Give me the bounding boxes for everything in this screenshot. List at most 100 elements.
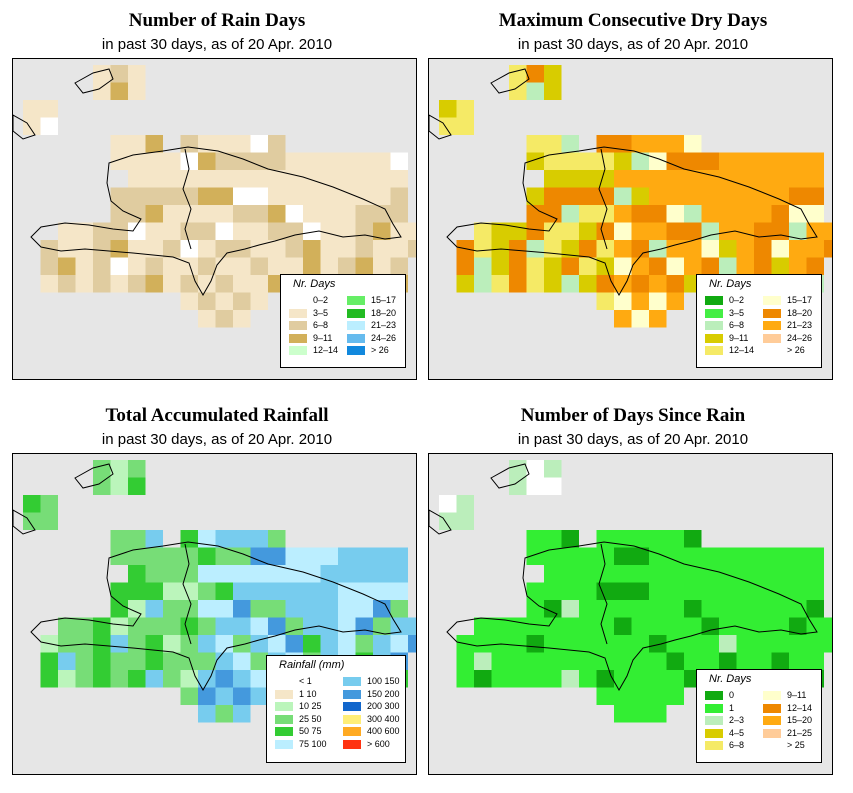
grid-cell: [390, 205, 408, 223]
grid-cell: [561, 170, 579, 188]
grid-cell: [719, 600, 737, 618]
grid-cell: [806, 257, 824, 275]
grid-cell: [303, 240, 321, 258]
grid-cell: [701, 257, 719, 275]
small-island-outline: [490, 463, 530, 489]
grid-cell: [701, 565, 719, 583]
grid-cell: [93, 652, 111, 670]
grid-cell: [198, 240, 216, 258]
grid-cell: [233, 170, 251, 188]
grid-cell: [509, 240, 527, 258]
grid-cell: [649, 600, 667, 618]
grid-cell: [40, 512, 58, 530]
grid-cell: [303, 547, 321, 565]
grid-cell: [40, 495, 58, 513]
legend-item: 200 300: [343, 701, 400, 712]
grid-cell: [180, 170, 198, 188]
grid-cell: [180, 670, 198, 688]
grid-cell: [250, 530, 268, 548]
grid-cell: [596, 617, 614, 635]
legend-item: 1: [705, 703, 734, 714]
legend-label: 3–5: [729, 307, 745, 318]
grid-cell: [145, 617, 163, 635]
grid-cell: [701, 170, 719, 188]
legend-label: 0–2: [729, 295, 745, 306]
legend-swatch: [763, 716, 781, 726]
legend-item: > 25: [763, 740, 805, 751]
grid-cell: [163, 600, 181, 618]
grid-cell: [806, 582, 824, 600]
grid-cell: [439, 495, 457, 513]
grid-cell: [754, 257, 772, 275]
grid-cell: [614, 582, 632, 600]
grid-cell: [250, 582, 268, 600]
legend-label: 6–8: [729, 320, 745, 331]
grid-cell: [110, 600, 128, 618]
grid-cell: [579, 275, 597, 293]
grid-cell: [631, 187, 649, 205]
legend-swatch: [343, 677, 361, 687]
grid-cell: [631, 530, 649, 548]
legend-label: 10 25: [299, 701, 322, 712]
legend-label: 150 200: [367, 688, 400, 699]
grid-cell: [544, 152, 562, 170]
grid-cell: [110, 240, 128, 258]
legend-swatch: [705, 333, 723, 343]
grid-cell: [110, 530, 128, 548]
grid-cell: [215, 310, 233, 328]
grid-cell: [58, 257, 76, 275]
grid-cell: [701, 600, 719, 618]
legend-label: 9–11: [787, 690, 807, 701]
grid-cell: [268, 135, 286, 153]
grid-cell: [215, 530, 233, 548]
grid-cell: [180, 240, 198, 258]
grid-cell: [701, 617, 719, 635]
grid-cell: [373, 240, 391, 258]
grid-cell: [40, 100, 58, 118]
grid-cell: [526, 205, 544, 223]
grid-cell: [754, 635, 772, 653]
legend-label: 300 400: [367, 713, 400, 724]
panel-rain-days: Number of Rain Days in past 30 days, as …: [12, 0, 422, 386]
grid-cell: [233, 705, 251, 723]
legend-item: 400 600: [343, 726, 400, 737]
grid-cell: [268, 547, 286, 565]
grid-cell: [719, 152, 737, 170]
grid-cell: [754, 152, 772, 170]
grid-cell: [163, 617, 181, 635]
grid-cell: [128, 530, 146, 548]
grid-cell: [561, 617, 579, 635]
grid-cell: [390, 152, 408, 170]
grid-cell: [719, 205, 737, 223]
grid-cell: [631, 582, 649, 600]
grid-cell: [806, 547, 824, 565]
grid-cell: [824, 222, 832, 240]
grid-cell: [544, 187, 562, 205]
legend-swatch: [763, 321, 781, 331]
grid-cell: [456, 117, 474, 135]
legend-item: 6–8: [289, 320, 328, 331]
grid-cell: [509, 222, 527, 240]
grid-cell: [701, 205, 719, 223]
legend-item: 9–11: [289, 333, 332, 344]
grid-cell: [93, 617, 111, 635]
grid-cell: [145, 135, 163, 153]
grid-cell: [736, 582, 754, 600]
grid-cell: [806, 170, 824, 188]
grid-cell: [58, 275, 76, 293]
grid-cell: [110, 82, 128, 100]
grid-cell: [754, 187, 772, 205]
grid-cell: [303, 582, 321, 600]
grid-cell: [355, 170, 373, 188]
grid-cell: [474, 652, 492, 670]
grid-cell: [250, 687, 268, 705]
panel-subtitle: in past 30 days, as of 20 Apr. 2010: [517, 36, 749, 53]
grid-cell: [806, 205, 824, 223]
grid-cell: [180, 292, 198, 310]
grid-cell: [614, 565, 632, 583]
grid-cell: [163, 275, 181, 293]
grid-cell: [719, 222, 737, 240]
legend-item: 150 200: [343, 689, 400, 700]
grid-cell: [544, 240, 562, 258]
grid-cell: [649, 292, 667, 310]
